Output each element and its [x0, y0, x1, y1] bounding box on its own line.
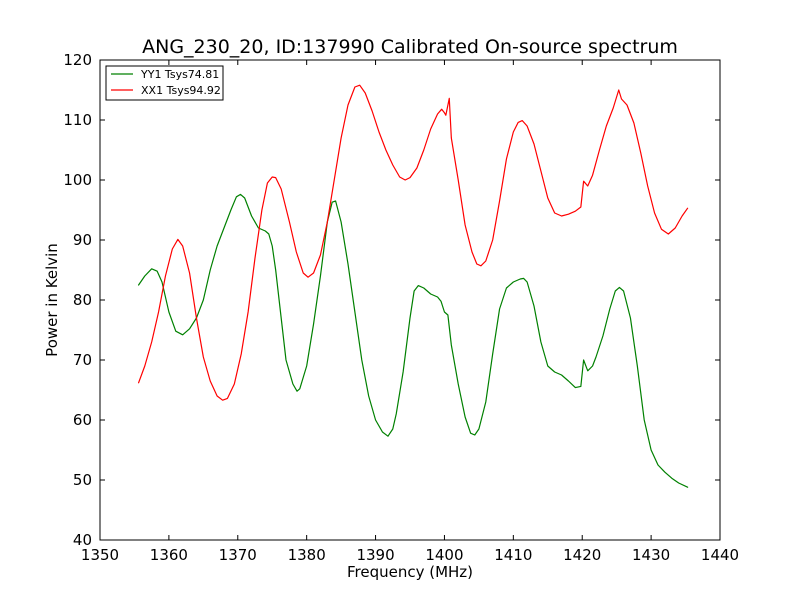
legend-box: [105, 65, 224, 101]
y-tick-label: 40: [73, 531, 92, 549]
x-tick-label: 1440: [701, 546, 739, 564]
x-axis: 1350 1360 1370 1380 1390 1400 1410 1420 1430 1440: [81, 60, 739, 564]
y-tick-label: 70: [73, 351, 92, 369]
y-axis: 40 50 60 70 80 90 100 110 120: [63, 51, 720, 549]
x-tick-label: 1420: [563, 546, 601, 564]
x-tick-label: 1360: [150, 546, 188, 564]
x-tick-label: 1390: [356, 546, 394, 564]
y-tick-label: 110: [63, 111, 92, 129]
x-tick-label: 1410: [494, 546, 532, 564]
y-tick-label: 100: [63, 171, 92, 189]
series-line-0: [137, 193, 689, 488]
x-tick-label: 1370: [219, 546, 257, 564]
series-layer: [137, 84, 689, 488]
x-tick-label: 1400: [425, 546, 463, 564]
y-tick-label: 90: [73, 231, 92, 249]
y-tick-label: 80: [73, 291, 92, 309]
legend-label-1: XX1 Tsys94.92: [141, 84, 221, 97]
y-tick-label: 60: [73, 411, 92, 429]
x-tick-label: 1350: [81, 546, 119, 564]
y-tick-label: 120: [63, 51, 92, 69]
x-tick-label: 1430: [632, 546, 670, 564]
x-tick-label: 1380: [288, 546, 326, 564]
y-tick-label: 50: [73, 471, 92, 489]
chart-title: ANG_230_20, ID:137990 Calibrated On-sour…: [142, 36, 678, 58]
legend-label-0: YY1 Tsys74.81: [140, 68, 219, 81]
y-axis-label: Power in Kelvin: [43, 243, 61, 357]
series-line-1: [137, 84, 689, 401]
legend: YY1 Tsys74.81 XX1 Tsys94.92: [105, 65, 224, 101]
x-axis-label: Frequency (MHz): [347, 563, 473, 581]
